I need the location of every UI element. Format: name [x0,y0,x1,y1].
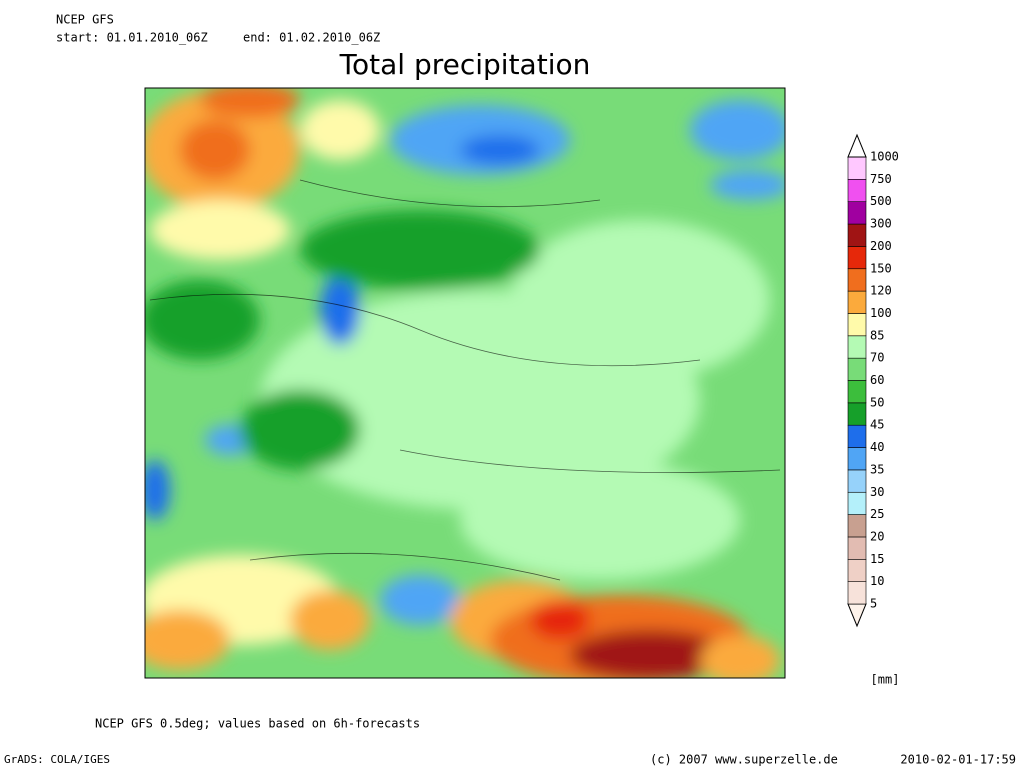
model-label: NCEP GFS [56,13,114,27]
colorbar-box [847,402,867,426]
precip-field [145,88,785,678]
colorbar-label: 70 [870,351,884,365]
colorbar-label: 300 [870,217,892,231]
colorbar-label: 45 [870,418,884,432]
colorbar-label: 1000 [870,150,899,164]
colorbar-box [847,380,867,404]
colorbar-label: 200 [870,239,892,253]
colorbar-box [847,313,867,337]
copyright: (c) 2007 www.superzelle.de [650,753,838,767]
colorbar-label: 100 [870,306,892,320]
colorbar-box [847,558,867,582]
colorbar-box [847,179,867,203]
software-label: GrADS: COLA/IGES [4,753,110,766]
colorbar-label: 10 [870,574,884,588]
colorbar-label: 500 [870,194,892,208]
colorbar-label: 25 [870,507,884,521]
colorbar-label: 50 [870,395,884,409]
colorbar-box [847,491,867,515]
map-frame [144,87,786,679]
colorbar-box [847,514,867,538]
colorbar-box [847,447,867,471]
colorbar-label: 60 [870,373,884,387]
colorbar-box [847,335,867,359]
colorbar-box [847,246,867,270]
colorbar-label: 750 [870,172,892,186]
unit-label: [mm] [871,673,900,687]
end-label: end: 01.02.2010_06Z [243,31,380,45]
colorbar-box [847,536,867,560]
colorbar-label: 150 [870,261,892,275]
colorbar-label: 35 [870,462,884,476]
colorbar-label: 30 [870,485,884,499]
colorbar-label: 20 [870,529,884,543]
footer-note: NCEP GFS 0.5deg; values based on 6h-fore… [95,717,420,731]
colorbar-box [847,268,867,292]
colorbar-label: 85 [870,328,884,342]
colorbar-box [847,156,867,180]
timestamp: 2010-02-01-17:59 [900,753,1016,767]
start-label: start: 01.01.2010_06Z [56,31,208,45]
colorbar-box [847,469,867,493]
colorbar-box [847,223,867,247]
colorbar-box [847,581,867,605]
colorbar-label: 120 [870,284,892,298]
colorbar-box [847,424,867,448]
colorbar-box [847,357,867,381]
title: Total precipitation [339,48,591,81]
colorbar-box [847,201,867,225]
colorbar-label: 5 [870,597,877,611]
colorbar-label: 15 [870,552,884,566]
colorbar-label: 40 [870,440,884,454]
colorbar-box [847,290,867,314]
colorbar: 5 10 15 20 25 30 35 40 45 50 60 70 85 100 120 150 200 300… [847,133,899,628]
colorbar-triangle [847,133,867,158]
